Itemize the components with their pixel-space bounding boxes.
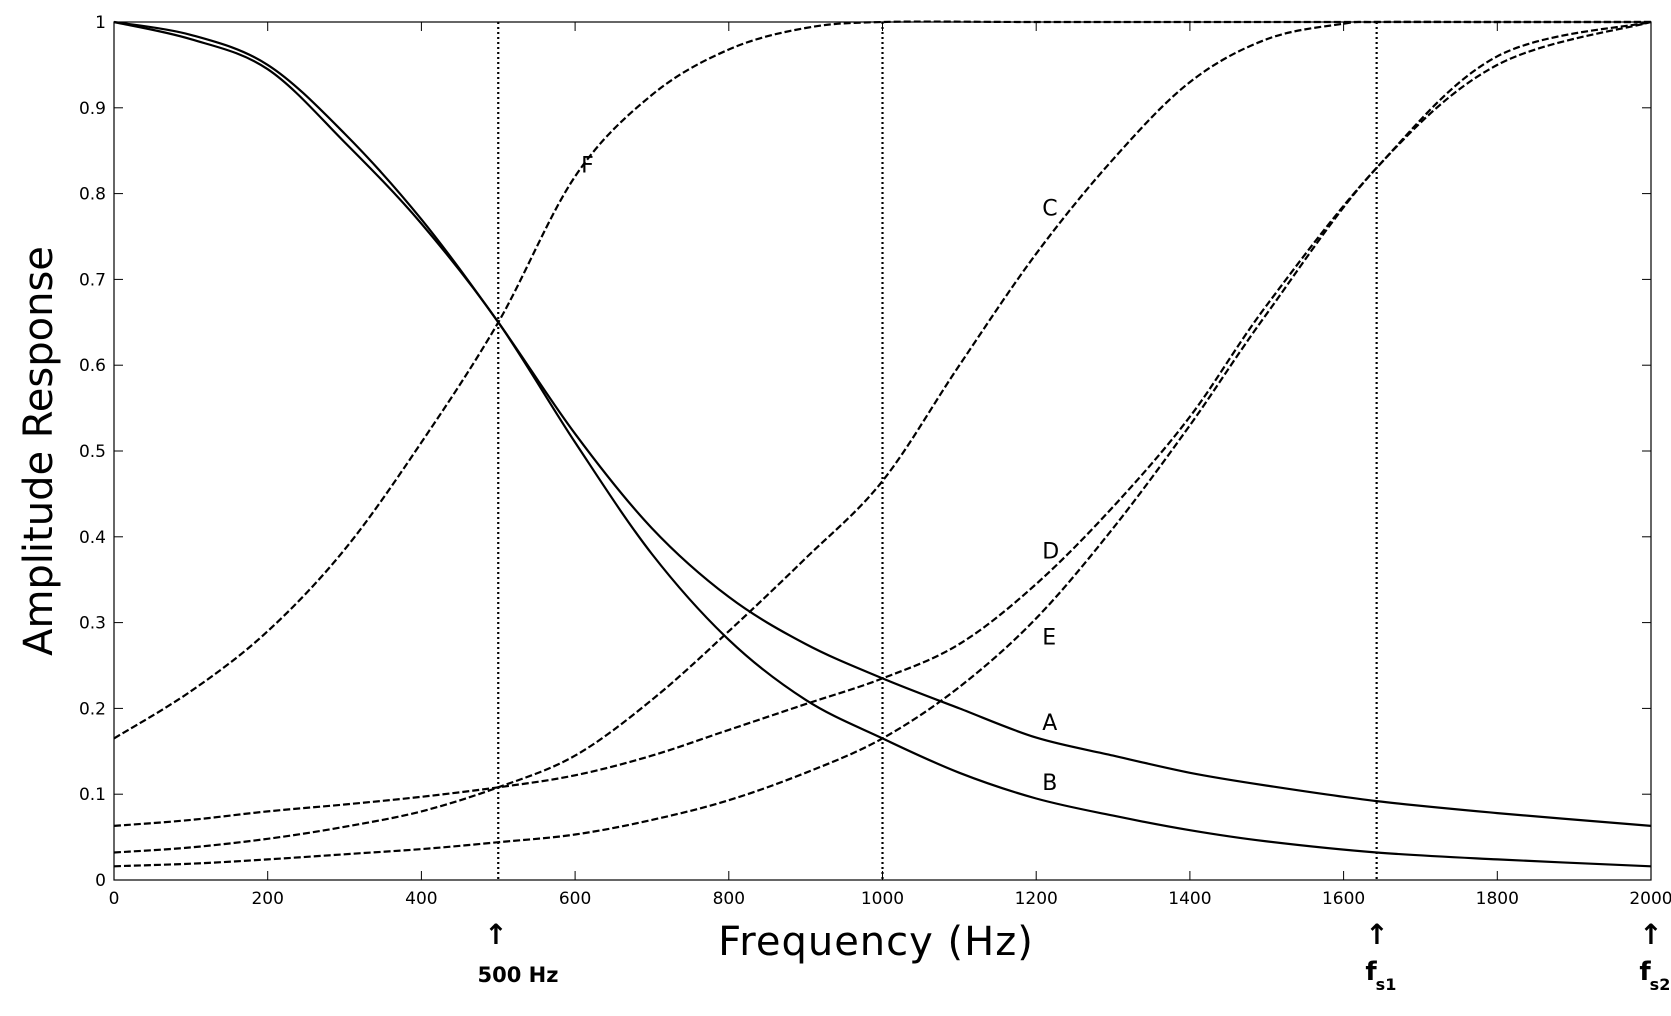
annotation-fs2-f: f — [1639, 957, 1651, 987]
curves — [113, 20, 1652, 868]
curve-a — [113, 20, 1652, 827]
x-tick-label: 2000 — [1629, 889, 1671, 909]
curve-label-d: D — [1042, 540, 1059, 565]
curve-b — [113, 20, 1652, 868]
plot-area — [113, 21, 1652, 881]
y-tick-label: 0 — [95, 871, 106, 891]
curve-labels: A B C D E F — [581, 153, 1059, 796]
x-tick-label: 1200 — [1015, 889, 1058, 909]
x-tick-label: 400 — [405, 889, 437, 909]
y-tick-label: 0.3 — [79, 614, 106, 634]
x-tick-label: 800 — [713, 889, 745, 909]
y-tick-label: 0.1 — [79, 785, 106, 805]
arrow-fs1: ↑ — [1365, 918, 1388, 951]
x-tick-label: 1000 — [861, 889, 904, 909]
curve-c — [113, 20, 1651, 854]
curve-label-f: F — [581, 153, 594, 178]
x-tick-label: 1400 — [1168, 889, 1211, 909]
arrow-500hz: ↑ — [484, 918, 507, 951]
annotation-fs1-f: f — [1365, 957, 1377, 987]
curve-label-c: C — [1042, 196, 1057, 221]
y-tick-label: 0.5 — [79, 442, 106, 462]
x-tick-label: 200 — [251, 889, 283, 909]
x-tick-label: 0 — [109, 889, 120, 909]
curve-label-b: B — [1042, 771, 1057, 796]
curve-e — [113, 20, 1652, 868]
x-tick-label: 1600 — [1322, 889, 1365, 909]
curve-d — [113, 20, 1652, 827]
x-tick-label: 1800 — [1476, 889, 1519, 909]
y-tick-label: 0.6 — [79, 356, 106, 376]
arrow-fs2: ↑ — [1639, 918, 1662, 951]
annotation-500hz: 500 Hz — [478, 963, 559, 987]
y-axis-title: Amplitude Response — [16, 246, 62, 656]
axis-ticks: 0 200 400 600 800 1000 1200 1400 1600 1800 2000 0 0.… — [79, 13, 1671, 909]
annotation-fs2-sub: s2 — [1650, 975, 1671, 994]
plot-frame — [113, 21, 1652, 881]
y-tick-label: 0.4 — [79, 528, 106, 548]
y-tick-label: 1 — [95, 13, 106, 33]
y-tick-label: 0.9 — [79, 99, 106, 119]
x-tick-label: 600 — [559, 889, 591, 909]
y-tick-label: 0.8 — [79, 185, 106, 205]
vertical-markers — [497, 22, 1378, 880]
curve-label-a: A — [1042, 711, 1057, 736]
y-tick-label: 0.7 — [79, 270, 106, 290]
curve-label-e: E — [1042, 625, 1056, 650]
y-tick-label: 0.2 — [79, 699, 106, 719]
x-axis-title: Frequency (Hz) — [718, 919, 1034, 965]
frequency-annotations: ↑ 500 Hz ↑ f s1 ↑ f s2 — [478, 918, 1671, 994]
annotation-fs1-sub: s1 — [1376, 975, 1397, 994]
curve-f — [113, 20, 1651, 740]
